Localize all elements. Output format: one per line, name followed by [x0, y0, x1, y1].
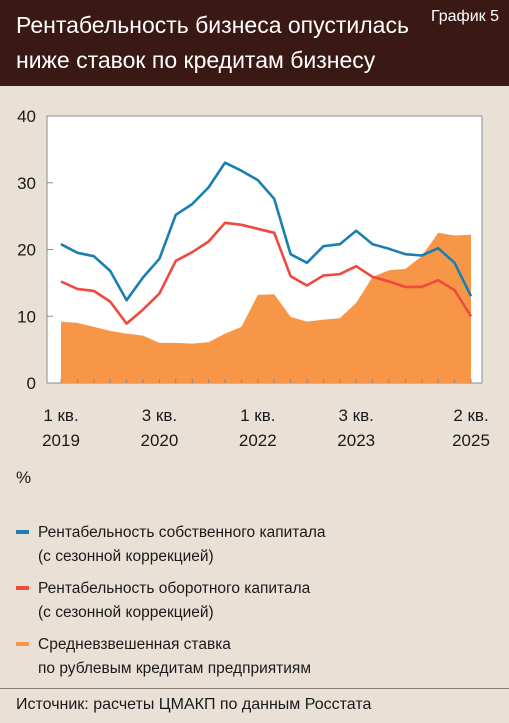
legend-swatch-equity	[16, 530, 29, 534]
y-tick-label: 20	[17, 241, 36, 260]
chart-title: Рентабельность бизнеса опустилась ниже с…	[16, 8, 416, 78]
x-tick-label: 3 кв.	[339, 406, 374, 425]
legend-item-loan-rate: Средневзвешенная ставка по рублевым кред…	[16, 633, 496, 681]
source-divider	[0, 688, 509, 689]
legend-swatch-working-capital	[16, 586, 29, 590]
x-tick-label: 2020	[140, 431, 178, 450]
legend-label: по рублевым кредитам предприятиям	[38, 660, 311, 677]
figure-label: График 5	[430, 8, 499, 25]
y-tick-label: 40	[17, 107, 36, 126]
chart-title-line-2: ниже ставок по кредитам бизнесу	[16, 47, 376, 73]
legend-label: Рентабельность оборотного капитала	[38, 580, 311, 597]
legend-text-working-capital: Рентабельность оборотного капитала (с се…	[38, 577, 496, 625]
x-tick-label: 3 кв.	[142, 406, 177, 425]
x-tick-label: 1 кв.	[240, 406, 275, 425]
legend-item-equity: Рентабельность собственного капитала (с …	[16, 521, 496, 569]
x-tick-label: 2023	[337, 431, 375, 450]
chart-svg: 0 10 20 30 40 1 кв. 2019 3 кв. 2020 1 кв. 2022 3 кв…	[17, 107, 490, 450]
loan-rate-area	[61, 232, 471, 383]
x-tick-label: 2025	[452, 431, 490, 450]
y-tick-label: 0	[27, 374, 36, 393]
source-note: Источник: расчеты ЦМАКП по данным Росста…	[16, 696, 372, 713]
legend-label: Средневзвешенная ставка	[38, 636, 231, 653]
chart-header: Рентабельность бизнеса опустилась ниже с…	[0, 0, 509, 86]
legend-item-working-capital: Рентабельность оборотного капитала (с се…	[16, 577, 496, 625]
x-tick-label: 2022	[239, 431, 277, 450]
x-tick-label: 1 кв.	[43, 406, 78, 425]
x-tick-label: 2 кв.	[453, 406, 488, 425]
x-tick-label: 2019	[42, 431, 80, 450]
working-capital-return-line	[60, 221, 473, 325]
plot-area: 0 10 20 30 40 1 кв. 2019 3 кв. 2020 1 кв. 2022 3 кв…	[0, 86, 509, 466]
legend-label: (с сезонной коррекцией)	[38, 604, 214, 621]
legend-swatch-loan-rate	[16, 642, 29, 646]
legend-text-equity: Рентабельность собственного капитала (с …	[38, 521, 496, 569]
legend-label: Рентабельность собственного капитала	[38, 524, 326, 541]
y-tick-label: 10	[17, 307, 36, 326]
y-unit-label: %	[16, 468, 32, 487]
legend-label: (с сезонной коррекцией)	[38, 548, 214, 565]
y-tick-label: 30	[17, 174, 36, 193]
legend-text-loan-rate: Средневзвешенная ставка по рублевым кред…	[38, 633, 496, 681]
equity-return-line	[60, 161, 473, 302]
legend: Рентабельность собственного капитала (с …	[16, 521, 496, 689]
chart-title-line-1: Рентабельность бизнеса опустилась	[16, 12, 409, 38]
